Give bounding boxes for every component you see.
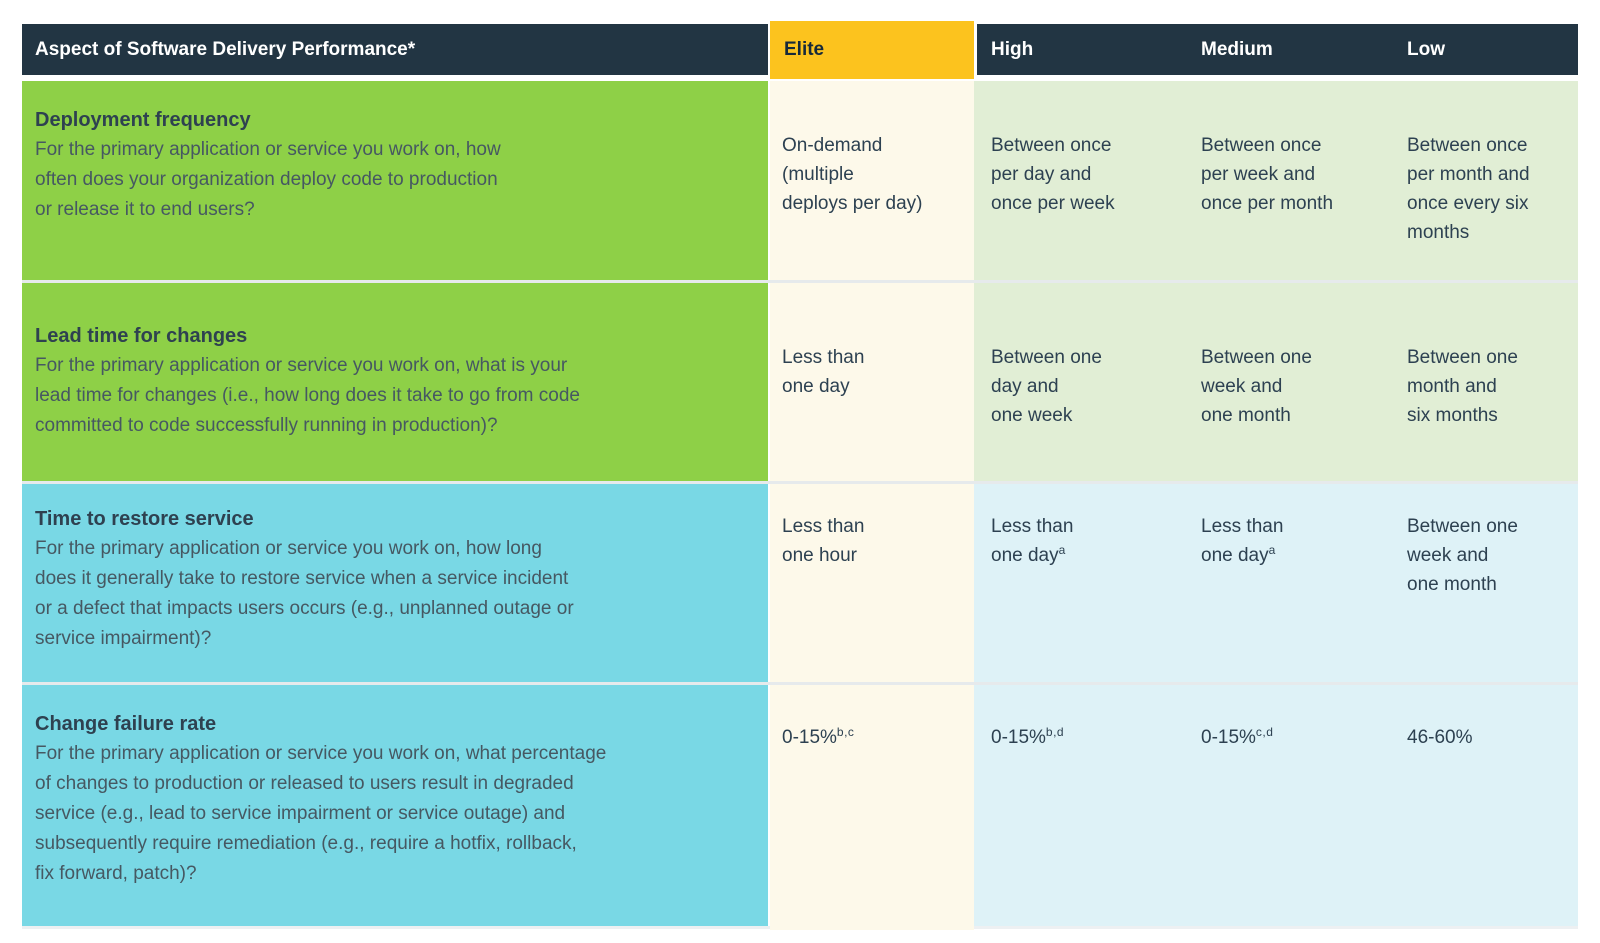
value-cells-group: Less than one daya Less than one daya Be… bbox=[974, 484, 1578, 682]
value-text: Less than one hour bbox=[782, 516, 865, 566]
value-cell-high: 0-15%b,d bbox=[974, 685, 1184, 926]
row-deployment-frequency: Deployment frequency For the primary app… bbox=[22, 81, 1578, 280]
value-text: Between one month and six months bbox=[1407, 347, 1518, 426]
row-lead-time-for-changes: Lead time for changes For the primary ap… bbox=[22, 283, 1578, 481]
value-cell-elite: On-demand (multiple deploys per day) bbox=[770, 81, 974, 280]
value-cell-elite: 0-15%b,c bbox=[770, 685, 974, 930]
value-text: 0-15% bbox=[1201, 727, 1256, 748]
value-text: 0-15% bbox=[991, 727, 1046, 748]
value-text: Between one week and one month bbox=[1407, 516, 1518, 595]
value-cell-low: Between one month and six months bbox=[1390, 283, 1578, 481]
footnote-marker: a bbox=[1268, 542, 1276, 557]
footnote-marker: b,c bbox=[836, 724, 855, 739]
aspect-description: For the primary application or service y… bbox=[35, 139, 501, 220]
value-text: On-demand (multiple deploys per day) bbox=[782, 135, 923, 214]
column-header-low: Low bbox=[1407, 39, 1445, 60]
column-header-medium: Medium bbox=[1201, 39, 1273, 60]
footnote-marker: a bbox=[1058, 542, 1066, 557]
value-cell-low: 46-60% bbox=[1390, 685, 1578, 926]
aspect-description: For the primary application or service y… bbox=[35, 538, 574, 649]
value-cells-group: 0-15%b,d 0-15%c,d 46-60% bbox=[974, 685, 1578, 926]
aspect-cell: Deployment frequency For the primary app… bbox=[22, 81, 768, 280]
row-separator bbox=[22, 280, 1578, 283]
value-cell-low: Between one week and one month bbox=[1390, 484, 1578, 682]
value-cell-elite: Less than one hour bbox=[770, 484, 974, 682]
aspect-description: For the primary application or service y… bbox=[35, 355, 580, 436]
value-cell-medium: 0-15%c,d bbox=[1184, 685, 1390, 926]
row-separator bbox=[22, 481, 1578, 484]
value-cell-medium: Less than one daya bbox=[1184, 484, 1390, 682]
value-cell-high: Less than one daya bbox=[974, 484, 1184, 682]
value-cell-high: Between one day and one week bbox=[974, 283, 1184, 481]
aspect-cell: Time to restore service For the primary … bbox=[22, 484, 768, 682]
value-text: Less than one day bbox=[991, 516, 1074, 566]
column-header-elite: Elite bbox=[770, 21, 974, 79]
footnote-marker: c,d bbox=[1255, 724, 1274, 739]
value-cell-high: Between once per day and once per week bbox=[974, 81, 1184, 280]
value-cell-medium: Between once per week and once per month bbox=[1184, 81, 1390, 280]
footnote-marker: b,d bbox=[1045, 724, 1065, 739]
value-text: 46-60% bbox=[1407, 727, 1473, 748]
aspect-title: Time to restore service bbox=[35, 508, 254, 530]
value-text: Between one day and one week bbox=[991, 347, 1102, 426]
row-time-to-restore-service: Time to restore service For the primary … bbox=[22, 484, 1578, 682]
row-change-failure-rate: Change failure rate For the primary appl… bbox=[22, 685, 1578, 930]
aspect-title: Change failure rate bbox=[35, 713, 217, 735]
value-text: 0-15% bbox=[782, 727, 837, 748]
column-header-aspect: Aspect of Software Delivery Performance* bbox=[22, 24, 768, 75]
column-header-high: High bbox=[991, 39, 1034, 60]
value-cell-low: Between once per month and once every si… bbox=[1390, 81, 1578, 280]
aspect-title: Deployment frequency bbox=[35, 109, 251, 131]
column-headers-high-medium-low: High Medium Low bbox=[977, 24, 1578, 75]
table-header-row: Aspect of Software Delivery Performance*… bbox=[22, 21, 1578, 79]
aspect-cell: Lead time for changes For the primary ap… bbox=[22, 283, 768, 481]
value-text: Less than one day bbox=[1201, 516, 1284, 566]
software-delivery-performance-table: Aspect of Software Delivery Performance*… bbox=[22, 21, 1578, 930]
value-cells-group: Between one day and one week Between one… bbox=[974, 283, 1578, 481]
value-text: Between once per month and once every si… bbox=[1407, 135, 1530, 243]
value-text: Less than one day bbox=[782, 347, 865, 397]
value-text: Between once per day and once per week bbox=[991, 135, 1115, 214]
value-cell-elite: Less than one day bbox=[770, 283, 974, 481]
aspect-description: For the primary application or service y… bbox=[35, 743, 607, 884]
row-separator bbox=[22, 682, 1578, 685]
aspect-title: Lead time for changes bbox=[35, 325, 248, 347]
value-text: Between once per week and once per month bbox=[1201, 135, 1334, 214]
aspect-cell: Change failure rate For the primary appl… bbox=[22, 685, 768, 926]
value-cell-medium: Between one week and one month bbox=[1184, 283, 1390, 481]
value-text: Between one week and one month bbox=[1201, 347, 1312, 426]
value-cells-group: Between once per day and once per week B… bbox=[974, 81, 1578, 280]
